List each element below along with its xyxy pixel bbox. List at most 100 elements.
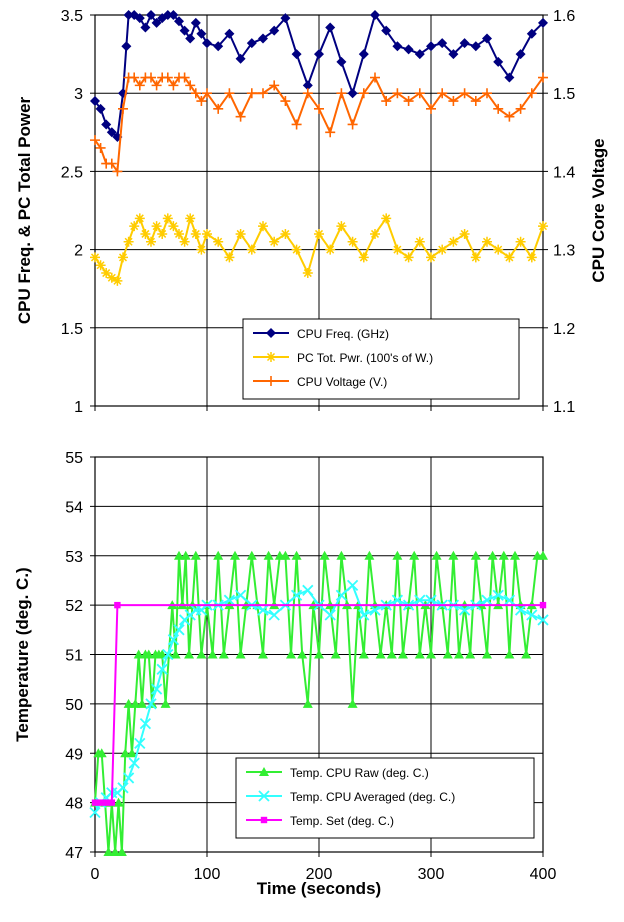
data-point: [257, 604, 269, 616]
x-tick-label: 200: [306, 866, 333, 883]
data-point: [448, 236, 459, 247]
data-point: [151, 80, 162, 91]
data-point: [218, 649, 229, 659]
y-tick-label: 55: [65, 450, 83, 467]
data-point: [347, 698, 358, 708]
legend-box: [235, 757, 535, 839]
legend-label: Temp. CPU Raw (deg. C.): [290, 766, 429, 780]
data-point: [381, 25, 392, 36]
data-point: [113, 797, 124, 807]
y2-tick-label: 1.1: [553, 399, 575, 416]
data-point: [470, 96, 481, 107]
data-point: [381, 96, 392, 107]
data-point: [133, 649, 144, 659]
data-point: [302, 268, 313, 279]
data-point: [168, 80, 179, 91]
data-point: [235, 111, 246, 122]
data-point: [106, 127, 117, 138]
data-point: [143, 649, 154, 659]
data-point: [364, 550, 375, 560]
data-point: [106, 272, 117, 283]
data-point: [431, 550, 442, 560]
data-point: [319, 550, 330, 560]
data-point: [95, 103, 106, 114]
data-point: [403, 252, 414, 263]
data-point: [302, 698, 313, 708]
data-point: [538, 221, 548, 232]
y-tick-label: 3.5: [61, 8, 83, 25]
data-point: [150, 683, 163, 695]
y-tick-label: 2: [74, 243, 83, 260]
data-point: [426, 649, 436, 659]
data-point: [106, 158, 117, 169]
data-point: [482, 649, 492, 659]
data-point: [482, 88, 492, 99]
data-point: [123, 236, 134, 247]
data-point: [157, 228, 168, 239]
data-point: [117, 782, 129, 794]
data-point: [120, 748, 131, 758]
data-point: [224, 28, 235, 39]
legend-label: Temp. CPU Averaged (deg. C.): [290, 790, 455, 804]
data-point: [116, 847, 127, 856]
data-point: [454, 649, 464, 659]
data-point: [510, 550, 520, 560]
data-point: [515, 49, 526, 60]
data-point: [224, 252, 235, 263]
data-point: [184, 649, 195, 659]
data-point: [101, 119, 112, 130]
data-point: [173, 624, 185, 636]
data-point: [108, 799, 115, 806]
data-point: [174, 228, 184, 239]
y2-axis-title: CPU Core Voltage: [589, 138, 608, 282]
y-tick-label: 3: [74, 86, 83, 103]
data-point: [168, 10, 179, 20]
data-point: [538, 72, 548, 83]
data-point: [538, 550, 548, 560]
data-point: [258, 221, 268, 232]
data-point: [392, 41, 403, 52]
data-point: [258, 33, 268, 44]
data-point: [90, 252, 100, 263]
x-tick-label: 0: [91, 866, 100, 883]
data-point: [314, 103, 324, 114]
data-point: [266, 376, 276, 386]
data-point: [302, 88, 313, 99]
series-temp-set-deg-c: [91, 601, 547, 806]
data-point: [91, 799, 99, 806]
data-point: [96, 748, 107, 758]
data-point: [314, 649, 324, 659]
data-point: [347, 236, 358, 247]
data-point: [458, 604, 471, 616]
data-point: [258, 649, 268, 659]
data-point: [128, 757, 140, 769]
y2-tick-label: 1.3: [553, 243, 575, 260]
data-point: [234, 589, 247, 601]
data-point: [151, 17, 162, 28]
data-point: [325, 244, 336, 255]
data-point: [521, 649, 532, 659]
y-axis-title: Temperature (deg. C.): [13, 567, 32, 741]
data-point: [297, 649, 308, 659]
data-point: [448, 96, 459, 107]
y2-tick-label: 1.5: [553, 86, 575, 103]
data-point: [375, 649, 386, 659]
data-point: [213, 103, 224, 114]
data-point: [89, 806, 101, 819]
data-point: [140, 22, 151, 33]
legend-label: CPU Freq. (GHz): [297, 327, 389, 341]
data-point: [492, 589, 504, 601]
data-point: [207, 649, 218, 659]
data-point: [414, 649, 425, 659]
data-point: [291, 119, 302, 130]
data-point: [190, 17, 201, 28]
series-cpu-voltage-v: [90, 72, 548, 177]
data-point: [95, 142, 106, 153]
data-point: [134, 737, 146, 750]
data-point: [370, 10, 380, 20]
data-point: [482, 33, 492, 44]
data-point: [470, 41, 481, 52]
data-point: [162, 213, 173, 224]
data-point: [235, 649, 246, 659]
